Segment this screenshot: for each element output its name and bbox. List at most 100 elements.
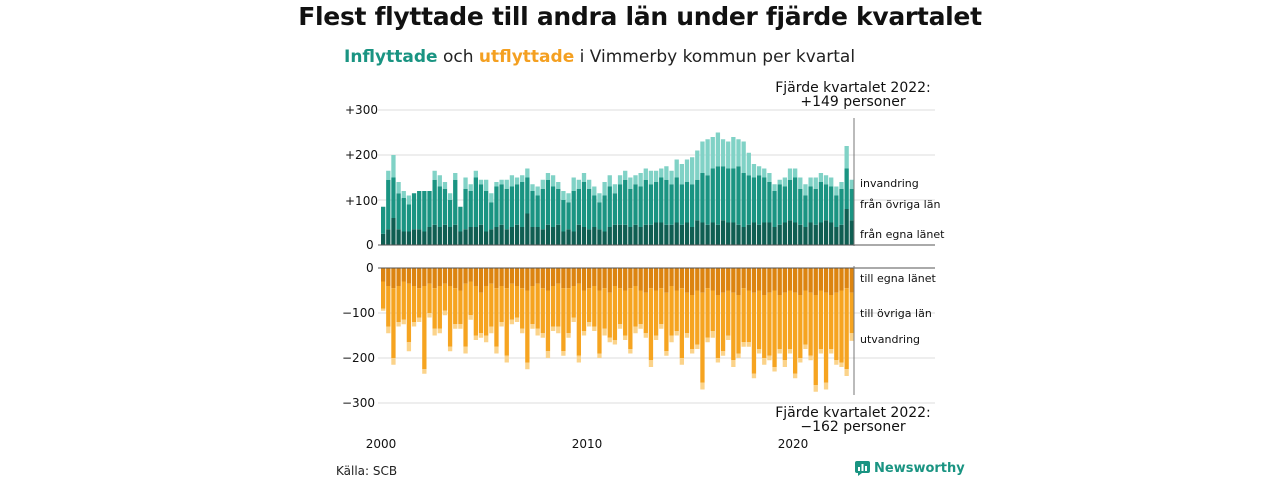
bar-in-segment bbox=[499, 224, 504, 245]
bar-in-segment bbox=[690, 184, 695, 227]
bar-in-segment bbox=[659, 168, 664, 178]
bar-out-segment bbox=[664, 268, 669, 293]
bar-in-segment bbox=[849, 179, 854, 189]
bar-out-segment bbox=[556, 326, 561, 334]
bar-out-segment bbox=[617, 268, 623, 289]
bar-in-segment bbox=[381, 233, 386, 245]
subtitle-rest: i Vimmerby kommun per kvartal bbox=[579, 47, 856, 67]
bar-in-segment bbox=[463, 177, 468, 189]
bar-out-segment bbox=[731, 360, 736, 367]
bar-out-segment bbox=[726, 290, 731, 336]
bar-in-segment bbox=[484, 191, 489, 232]
bar-in-segment bbox=[829, 177, 834, 187]
bar-out-segment bbox=[690, 268, 695, 295]
bar-out-segment bbox=[653, 268, 659, 291]
bar-in-segment bbox=[514, 177, 520, 185]
bar-in-segment bbox=[612, 224, 618, 245]
bar-out-segment bbox=[803, 268, 808, 291]
series-label-till-ovriga-lan: till övriga län bbox=[860, 307, 932, 320]
bar-out-segment bbox=[674, 290, 679, 331]
bar-out-segment bbox=[653, 335, 659, 340]
bar-out-segment bbox=[710, 268, 715, 291]
bar-out-segment bbox=[396, 322, 401, 327]
bar-out-segment bbox=[432, 288, 437, 329]
bar-in-segment bbox=[710, 137, 715, 169]
bar-out-segment bbox=[823, 382, 829, 390]
bar-out-segment bbox=[628, 268, 633, 289]
bar-out-segment bbox=[787, 290, 793, 349]
bar-out-segment bbox=[612, 340, 618, 345]
bar-out-segment bbox=[396, 286, 401, 322]
bar-out-segment bbox=[623, 335, 628, 340]
bar-out-segment bbox=[535, 283, 540, 329]
bar-out-segment bbox=[674, 268, 679, 291]
bar-in-segment bbox=[756, 166, 762, 176]
bar-in-segment bbox=[674, 159, 679, 178]
bar-in-segment bbox=[767, 182, 772, 223]
bar-in-segment bbox=[607, 186, 612, 227]
bar-out-segment bbox=[756, 268, 762, 291]
bar-in-segment bbox=[514, 224, 520, 245]
bar-in-segment bbox=[432, 170, 437, 180]
bar-out-segment bbox=[684, 268, 690, 293]
bar-in-segment bbox=[844, 209, 849, 245]
bar-out-segment bbox=[772, 290, 777, 367]
bar-in-segment bbox=[674, 177, 679, 223]
bar-out-segment bbox=[746, 342, 751, 347]
annotation-bottom-line2: −162 personer bbox=[800, 419, 906, 435]
bar-in-segment bbox=[741, 173, 746, 227]
bar-out-segment bbox=[798, 295, 803, 358]
bar-out-segment bbox=[818, 268, 824, 291]
bar-out-segment bbox=[756, 290, 762, 349]
bar-out-segment bbox=[834, 360, 839, 365]
bar-out-segment bbox=[731, 268, 736, 293]
bar-in-segment bbox=[839, 182, 844, 189]
bar-in-segment bbox=[401, 191, 406, 198]
bar-out-segment bbox=[540, 333, 545, 338]
x-tick-2000: 2000 bbox=[366, 437, 397, 451]
bar-in-segment bbox=[695, 220, 700, 245]
subtitle-out-word: utflyttade bbox=[478, 47, 575, 67]
bar-in-segment bbox=[813, 224, 818, 245]
bar-in-segment bbox=[504, 229, 509, 245]
annotation-top-line1: Fjärde kvartalet 2022: bbox=[775, 80, 931, 96]
bar-in-segment bbox=[628, 188, 633, 227]
y-tick-bottom-300: −300 bbox=[342, 396, 375, 410]
bar-out-segment bbox=[834, 292, 839, 361]
bar-in-segment bbox=[468, 184, 473, 191]
bar-in-segment bbox=[653, 182, 659, 223]
bar-out-segment bbox=[576, 283, 581, 356]
bar-out-segment bbox=[751, 268, 757, 293]
bar-in-segment bbox=[581, 227, 587, 245]
bar-out-segment bbox=[556, 268, 561, 284]
subtitle: Inflyttade och utflyttade i Vimmerby kom… bbox=[344, 47, 855, 67]
bar-out-segment bbox=[777, 268, 782, 295]
bar-in-segment bbox=[607, 227, 612, 245]
bar-in-segment bbox=[736, 139, 741, 167]
bar-out-segment bbox=[623, 268, 628, 291]
bar-in-segment bbox=[406, 204, 412, 232]
bar-in-segment bbox=[545, 224, 551, 245]
bar-in-segment bbox=[453, 224, 458, 245]
bar-in-segment bbox=[617, 184, 623, 225]
bar-out-segment bbox=[710, 331, 715, 338]
bar-out-segment bbox=[576, 355, 581, 363]
bar-out-segment bbox=[545, 351, 551, 358]
bar-in-segment bbox=[638, 173, 643, 187]
bar-out-segment bbox=[633, 268, 638, 286]
bar-out-segment bbox=[787, 268, 793, 291]
bar-out-segment bbox=[494, 346, 499, 354]
bar-in-segment bbox=[561, 200, 566, 232]
bar-out-segment bbox=[571, 268, 576, 286]
bar-in-segment bbox=[535, 195, 540, 227]
bar-in-segment bbox=[756, 224, 762, 245]
bar-in-segment bbox=[478, 179, 484, 185]
bar-in-segment bbox=[736, 224, 741, 245]
bar-out-segment bbox=[849, 333, 854, 341]
series-label-till-egna-lanet: till egna länet bbox=[860, 272, 936, 285]
bar-in-segment bbox=[695, 150, 700, 180]
bar-in-segment bbox=[643, 224, 648, 245]
bar-out-segment bbox=[514, 317, 520, 322]
bar-out-segment bbox=[525, 290, 530, 363]
